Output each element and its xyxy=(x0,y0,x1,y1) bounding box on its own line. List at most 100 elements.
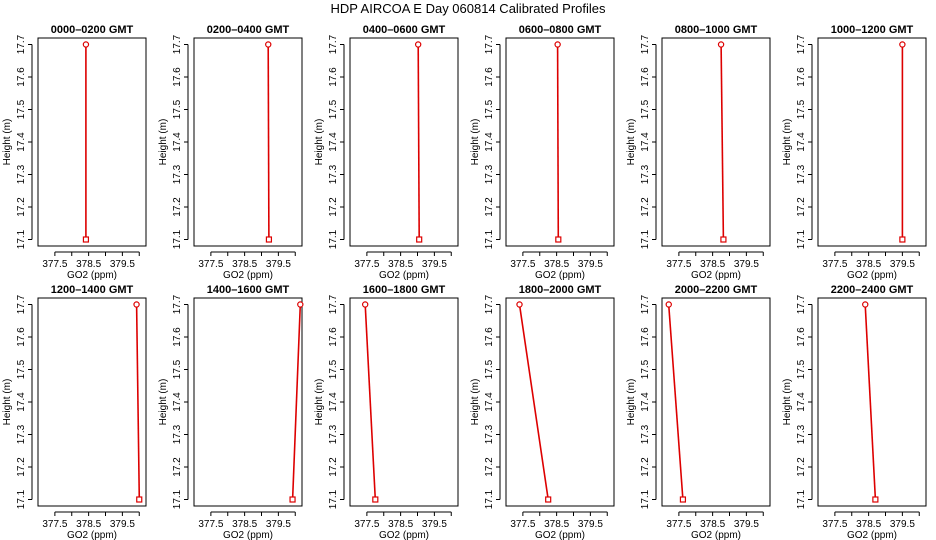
y-axis-label: Height (m) xyxy=(158,119,169,166)
y-tick-label: 17.6 xyxy=(796,327,807,347)
x-tick-label: 379.5 xyxy=(422,259,447,270)
y-tick-label: 17.4 xyxy=(172,132,183,152)
profile-line xyxy=(556,44,560,240)
profile-line xyxy=(864,304,877,500)
y-axis-label: Height (m) xyxy=(314,119,325,166)
y-tick-label: 17.5 xyxy=(484,359,495,379)
y-tick-label: 17.7 xyxy=(172,294,183,314)
x-axis-label: GO2 (ppm) xyxy=(379,270,429,281)
y-tick-label: 17.1 xyxy=(16,229,27,249)
data-point-top xyxy=(899,41,906,48)
y-tick-label: 17.2 xyxy=(328,197,339,217)
y-tick-label: 17.1 xyxy=(484,229,495,249)
y-axis-label: Height (m) xyxy=(314,379,325,426)
y-tick-label: 17.7 xyxy=(16,294,27,314)
x-tick-label: 377.5 xyxy=(198,519,223,530)
data-point-bottom xyxy=(372,496,379,503)
x-tick-label: 377.5 xyxy=(666,519,691,530)
data-point-top xyxy=(665,301,672,308)
y-tick-label: 17.3 xyxy=(172,164,183,184)
y-tick-label: 17.7 xyxy=(640,294,651,314)
y-tick-label: 17.4 xyxy=(640,392,651,412)
profile-line xyxy=(364,304,377,500)
y-tick-label: 17.4 xyxy=(328,132,339,152)
y-tick-label: 17.3 xyxy=(796,164,807,184)
y-tick-label: 17.5 xyxy=(172,99,183,119)
y-tick-label: 17.7 xyxy=(172,34,183,54)
plot-frame xyxy=(193,37,303,247)
x-tick-label: 377.5 xyxy=(198,259,223,270)
x-axis-label: GO2 (ppm) xyxy=(691,270,741,281)
x-tick-label: 377.5 xyxy=(354,519,379,530)
plot-frame xyxy=(505,37,615,247)
x-tick-label: 378.5 xyxy=(700,259,725,270)
data-point-bottom xyxy=(555,236,562,243)
y-tick-label: 17.6 xyxy=(172,67,183,87)
x-axis-label: GO2 (ppm) xyxy=(223,530,273,540)
y-tick-label: 17.2 xyxy=(172,197,183,217)
y-tick-label: 17.1 xyxy=(328,489,339,509)
y-tick-label: 17.7 xyxy=(640,34,651,54)
x-axis-label: GO2 (ppm) xyxy=(223,270,273,281)
y-tick-label: 17.3 xyxy=(328,164,339,184)
y-tick-label: 17.1 xyxy=(328,229,339,249)
panel-title: 1600–1800 GMT xyxy=(363,284,446,296)
y-tick-label: 17.5 xyxy=(16,359,27,379)
x-tick-label: 378.5 xyxy=(232,259,257,270)
profile-line xyxy=(518,304,549,500)
y-tick-label: 17.3 xyxy=(328,424,339,444)
x-tick-label: 378.5 xyxy=(856,519,881,530)
x-tick-label: 377.5 xyxy=(822,259,847,270)
y-tick-label: 17.4 xyxy=(16,392,27,412)
x-tick-label: 377.5 xyxy=(510,259,535,270)
y-tick-label: 17.7 xyxy=(16,34,27,54)
y-tick-label: 17.1 xyxy=(640,489,651,509)
panel-title: 0400–0600 GMT xyxy=(363,24,446,36)
data-point-top xyxy=(297,301,304,308)
x-axis-label: GO2 (ppm) xyxy=(67,270,117,281)
data-point-bottom xyxy=(545,496,552,503)
y-tick-label: 17.2 xyxy=(484,197,495,217)
y-tick-label: 17.3 xyxy=(16,424,27,444)
plot-frame xyxy=(817,297,927,507)
x-tick-label: 378.5 xyxy=(76,519,101,530)
data-point-bottom xyxy=(679,496,687,503)
y-tick-label: 17.6 xyxy=(484,327,495,347)
x-tick-label: 379.5 xyxy=(890,259,915,270)
x-axis-label: GO2 (ppm) xyxy=(847,530,897,540)
panel-title: 1200–1400 GMT xyxy=(51,284,134,296)
y-axis-label: Height (m) xyxy=(158,379,169,426)
x-tick-label: 378.5 xyxy=(388,259,413,270)
y-tick-label: 17.5 xyxy=(16,99,27,119)
data-point-top xyxy=(133,301,140,308)
y-tick-label: 17.7 xyxy=(484,294,495,314)
y-tick-label: 17.3 xyxy=(796,424,807,444)
y-tick-label: 17.6 xyxy=(640,67,651,87)
x-axis-label: GO2 (ppm) xyxy=(691,530,741,540)
y-tick-label: 17.1 xyxy=(640,229,651,249)
profile-line xyxy=(720,44,725,240)
y-tick-label: 17.1 xyxy=(796,489,807,509)
panel-title: 2200–2400 GMT xyxy=(831,284,914,296)
y-tick-label: 17.4 xyxy=(16,132,27,152)
y-tick-label: 17.2 xyxy=(484,457,495,477)
x-tick-label: 378.5 xyxy=(700,519,725,530)
plot-frame xyxy=(349,37,459,247)
x-axis-label: GO2 (ppm) xyxy=(535,530,585,540)
plot-frame xyxy=(37,297,147,507)
plot-frame xyxy=(349,297,459,507)
x-tick-label: 379.5 xyxy=(578,259,603,270)
y-tick-label: 17.7 xyxy=(484,34,495,54)
x-axis-label: GO2 (ppm) xyxy=(535,270,585,281)
y-tick-label: 17.3 xyxy=(640,424,651,444)
data-point-top xyxy=(361,301,369,308)
y-tick-label: 17.5 xyxy=(328,359,339,379)
x-tick-label: 379.5 xyxy=(890,519,915,530)
